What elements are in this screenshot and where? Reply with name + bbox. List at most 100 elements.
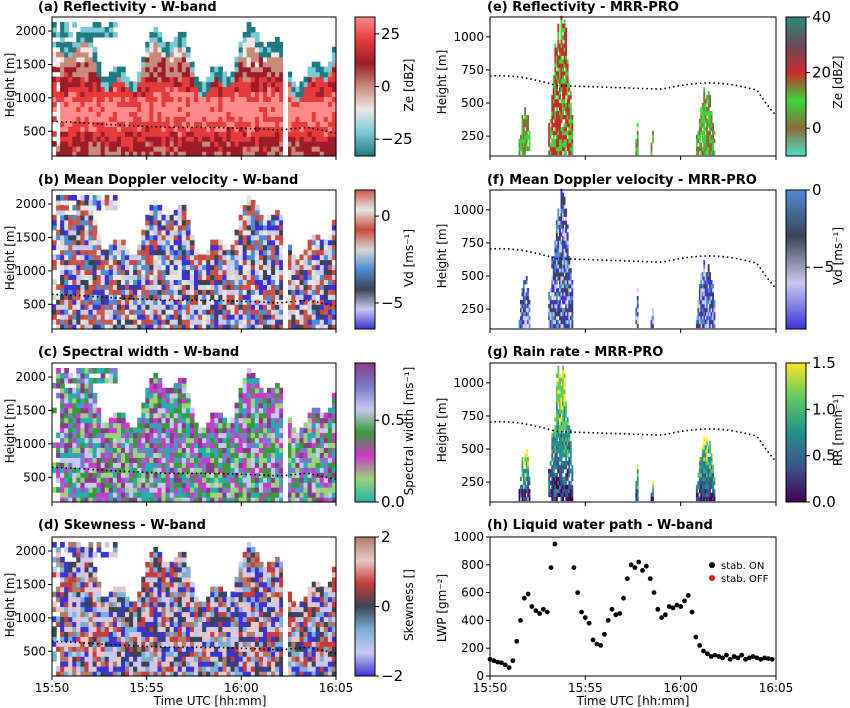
heatmap-cell [64,131,69,137]
heatmap-cell [263,397,268,404]
heatmap-cell [210,116,215,122]
heatmap-cell [169,219,175,226]
heatmap-cell [161,472,167,478]
heatmap-cell [198,279,203,285]
heatmap-cell [258,274,264,280]
heatmap-cell [80,299,86,305]
heatmap-cell [112,442,118,448]
heatmap-cell [92,314,98,320]
heatmap-cell [173,254,179,261]
heatmap-cell [291,146,297,152]
heatmap-cell [137,422,142,429]
heatmap-cell [88,46,94,53]
heatmap-cell [303,106,309,112]
heatmap-cell [125,671,130,677]
heatmap-cell [137,91,142,98]
heatmap-cell [279,497,284,503]
heatmap-cell [165,249,171,256]
heatmap-cell [263,392,268,399]
heatmap-cell [173,487,179,493]
heatmap-cell [60,71,65,78]
heatmap-cell [157,136,163,142]
heatmap-cell [189,239,195,246]
data-gap [282,190,288,329]
heatmap-cell [60,269,65,275]
heatmap-cell [218,279,223,285]
heatmap-cell [153,234,159,241]
heatmap-cell [173,244,179,251]
heatmap-cell [258,86,264,93]
heatmap-cell [206,254,211,261]
heatmap-cell [327,274,333,280]
heatmap-cell [287,462,292,468]
heatmap-cell [88,61,94,68]
heatmap-cell [92,377,98,384]
heatmap-cell [80,462,86,468]
heatmap-cell [214,427,219,434]
heatmap-cell [125,126,130,132]
heatmap-cell [153,244,159,251]
heatmap-cell [271,56,276,63]
heatmap-cell [169,497,175,503]
heatmap-cell [165,437,171,444]
heatmap-cell [246,239,252,246]
heatmap-cell [222,324,228,330]
heatmap-cell [60,324,65,330]
heatmap-cell [141,402,146,409]
heatmap-cell [198,432,203,439]
heatmap-cell [88,571,94,578]
heatmap-cell [157,86,163,93]
heatmap-cell [112,81,118,88]
heatmap-cell [145,141,150,147]
heatmap-cell [242,101,248,107]
heatmap-cell [145,591,150,598]
heatmap-cell [92,651,98,657]
heatmap-cell [153,417,159,424]
heatmap-cell [331,91,337,98]
heatmap-cell [250,91,256,98]
heatmap-cell [153,269,159,275]
heatmap-cell [125,606,130,613]
heatmap-cell [149,661,155,667]
heatmap-cell [96,432,102,439]
heatmap-cell [267,274,272,280]
heatmap-cell [169,472,175,478]
heatmap-cell [72,141,77,147]
heatmap-cell [108,646,114,652]
heatmap-cell [246,56,252,63]
heatmap-cell [303,289,309,295]
heatmap-cell [76,452,81,458]
heatmap-cell [157,606,163,613]
heatmap-cell [88,304,94,310]
heatmap-cell [56,195,61,201]
heatmap-cell [230,497,236,503]
heatmap-cell [145,244,150,251]
heatmap-cell [177,319,183,325]
heatmap-cell [96,106,102,112]
heatmap-cell [68,422,73,429]
heatmap-cell [169,309,175,315]
heatmap-cell [279,467,284,473]
heatmap-cell [271,91,276,98]
heatmap-cell [177,76,183,83]
heatmap-cell [202,81,207,88]
heatmap-cell [202,269,207,275]
heatmap-cell [121,239,126,246]
heatmap-cell [157,284,163,290]
heatmap-cell [96,452,102,458]
heatmap-cell [116,621,122,627]
heatmap-cell [230,111,236,117]
heatmap-cell [254,447,260,453]
heatmap-cell [271,279,276,285]
heatmap-cell [88,269,94,275]
heatmap-cell [177,462,183,468]
heatmap-cell [161,244,167,251]
heatmap-cell [56,586,61,593]
heatmap-cell [116,91,122,98]
heatmap-cell [161,141,167,147]
heatmap-cell [319,71,325,78]
heatmap-cell [60,427,65,434]
heatmap-cell [88,31,94,38]
heatmap-cell [141,432,146,439]
